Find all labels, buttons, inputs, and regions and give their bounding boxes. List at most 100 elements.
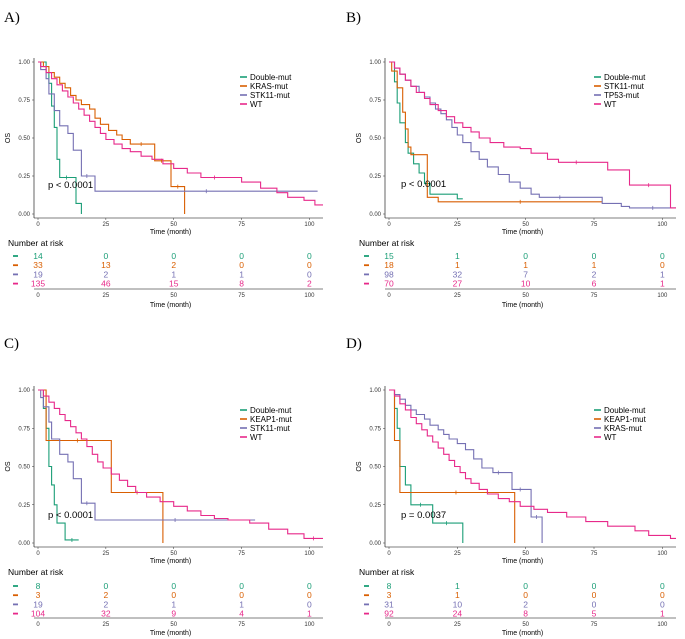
risk-count: 135 (31, 279, 45, 289)
x-tick-label: 100 (304, 551, 315, 557)
risk-count: 2 (103, 590, 108, 600)
risk-count: 1 (523, 260, 528, 270)
risk-count: 2 (307, 279, 312, 289)
y-tick-label: 0.25 (369, 503, 381, 509)
risk-count: 5 (592, 609, 597, 619)
km-curve-double-mut (38, 389, 79, 541)
risk-table-title: Number at risk (8, 238, 64, 248)
risk-count: 70 (384, 279, 394, 289)
x-axis-title: Time (month) (502, 229, 543, 236)
risk-count: 46 (101, 279, 111, 289)
y-tick-label: 0.50 (18, 465, 30, 471)
risk-count: 1 (455, 581, 460, 591)
risk-count: 0 (592, 581, 597, 591)
km-curve-wt (389, 61, 676, 209)
risk-x-tick-label: 75 (238, 622, 245, 628)
y-tick-label: 0.00 (369, 541, 381, 547)
legend-label: WT (250, 100, 263, 109)
risk-count: 7 (523, 269, 528, 279)
risk-count: 1 (239, 599, 244, 609)
x-tick-label: 25 (103, 551, 110, 557)
risk-count: 0 (307, 590, 312, 600)
x-tick-label: 25 (454, 551, 461, 557)
risk-count: 1 (660, 279, 665, 289)
risk-count: 0 (103, 251, 108, 261)
panel-label: B) (346, 10, 361, 26)
y-tick-label: 0.25 (369, 174, 381, 180)
p-value: p < 0.0001 (401, 179, 446, 190)
risk-x-tick-label: 50 (522, 293, 529, 299)
risk-count: 0 (239, 590, 244, 600)
x-tick-label: 25 (103, 222, 110, 228)
risk-count: 2 (103, 599, 108, 609)
risk-count: 0 (307, 251, 312, 261)
risk-count: 2 (103, 269, 108, 279)
risk-x-tick-label: 25 (454, 293, 461, 299)
x-tick-label: 0 (36, 551, 40, 557)
risk-x-tick-label: 75 (591, 293, 598, 299)
risk-x-tick-label: 25 (454, 622, 461, 628)
y-tick-label: 0.50 (369, 136, 381, 142)
risk-count: 0 (660, 251, 665, 261)
legend-label: KRAS-mut (250, 82, 289, 91)
legend-label: Double-mut (250, 406, 292, 415)
risk-x-tick-label: 0 (387, 293, 391, 299)
x-tick-label: 75 (591, 222, 598, 228)
risk-count: 32 (453, 269, 463, 279)
risk-count: 0 (307, 581, 312, 591)
panel-label: D) (346, 336, 362, 352)
risk-count: 3 (387, 590, 392, 600)
risk-count: 8 (36, 581, 41, 591)
x-tick-label: 0 (36, 222, 40, 228)
legend-label: KRAS-mut (604, 424, 643, 433)
legend-label: STK11-mut (250, 91, 291, 100)
risk-count: 15 (169, 279, 179, 289)
y-tick-label: 0.75 (18, 98, 30, 104)
x-axis-title: Time (month) (150, 558, 191, 565)
y-tick-label: 0.75 (369, 426, 381, 432)
risk-count: 8 (523, 609, 528, 619)
risk-x-tick-label: 100 (304, 293, 315, 299)
p-value: p < 0.0001 (48, 180, 93, 191)
risk-x-tick-label: 75 (238, 293, 245, 299)
risk-count: 92 (384, 609, 394, 619)
km-curve-stk11-mut (389, 61, 603, 203)
risk-count: 0 (171, 581, 176, 591)
risk-count: 0 (523, 251, 528, 261)
risk-count: 98 (384, 269, 394, 279)
risk-count: 4 (239, 609, 244, 619)
y-axis-title: OS (5, 133, 12, 143)
risk-count: 0 (523, 581, 528, 591)
x-tick-label: 100 (304, 222, 315, 228)
y-tick-label: 0.75 (18, 426, 30, 432)
risk-count: 0 (592, 599, 597, 609)
x-tick-label: 100 (657, 222, 668, 228)
risk-count: 0 (523, 590, 528, 600)
legend-label: KEAP1-mut (604, 415, 647, 424)
x-axis-title: Time (month) (502, 558, 543, 565)
x-tick-label: 0 (387, 222, 391, 228)
risk-count: 0 (307, 260, 312, 270)
y-tick-label: 0.00 (18, 212, 30, 218)
risk-x-axis-title: Time (month) (150, 630, 191, 637)
x-tick-label: 75 (238, 551, 245, 557)
risk-count: 1 (592, 260, 597, 270)
risk-count: 1 (660, 609, 665, 619)
x-tick-label: 50 (170, 222, 177, 228)
km-curve-wt (389, 389, 676, 539)
risk-count: 2 (592, 269, 597, 279)
y-tick-label: 0.50 (369, 465, 381, 471)
risk-table-title: Number at risk (8, 567, 64, 577)
y-tick-label: 1.00 (18, 60, 30, 66)
y-axis-title: OS (356, 133, 363, 143)
risk-count: 0 (660, 599, 665, 609)
risk-count: 9 (171, 609, 176, 619)
risk-x-axis-title: Time (month) (502, 302, 543, 309)
risk-count: 24 (453, 609, 463, 619)
y-tick-label: 1.00 (18, 388, 30, 394)
risk-count: 0 (171, 590, 176, 600)
risk-count: 32 (101, 609, 111, 619)
legend-label: WT (604, 433, 617, 442)
